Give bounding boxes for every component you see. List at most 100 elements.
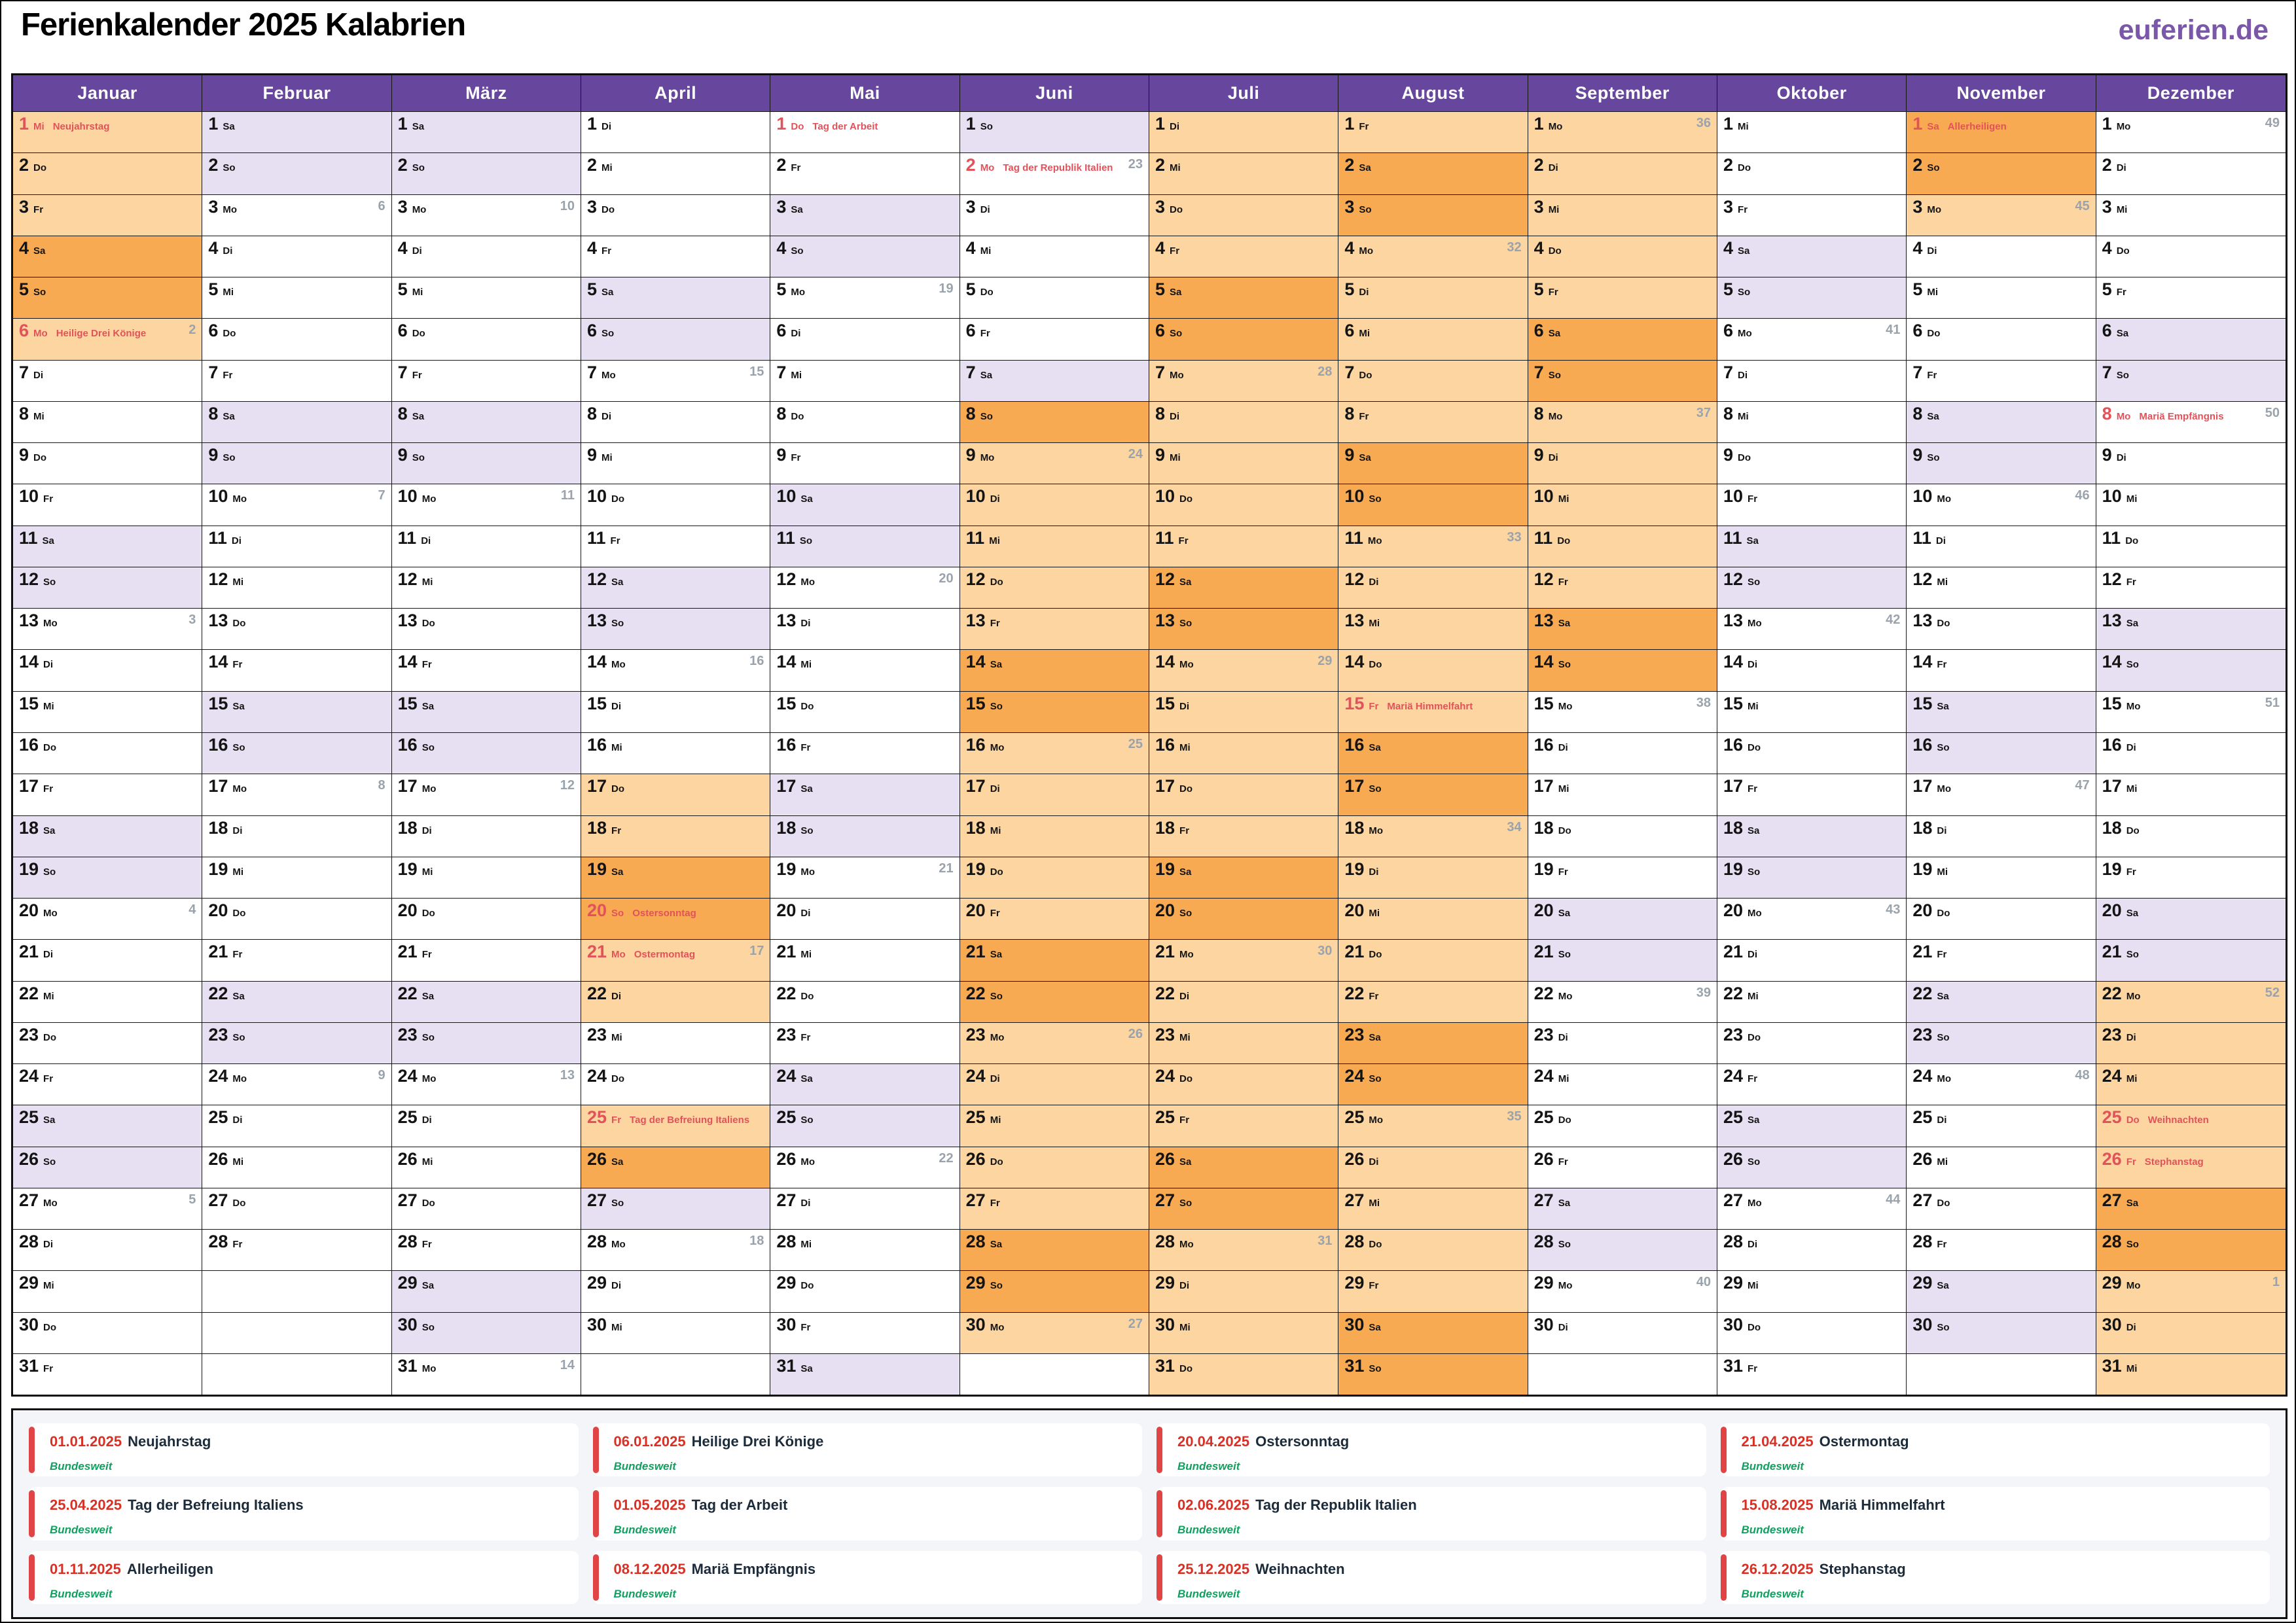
day-cell: 25 Sa <box>1717 1105 1907 1147</box>
day-cell: 7 Fr <box>391 360 581 402</box>
day-cell: 23 Mi <box>1149 1022 1338 1065</box>
day-cell: 15 Di <box>1149 691 1338 733</box>
weekday-abbr: Mi <box>412 287 423 298</box>
day-number: 27 <box>2102 1190 2122 1210</box>
day-number: 11 <box>2102 527 2121 548</box>
weekday-abbr: Sa <box>1748 825 1760 836</box>
weekday-abbr: Do <box>1369 949 1382 961</box>
weekday-abbr: Mi <box>990 1115 1001 1126</box>
weekday-abbr: Do <box>1558 1115 1571 1126</box>
weekday-abbr: Mo <box>990 1321 1005 1333</box>
weekday-abbr: Sa <box>800 783 813 795</box>
weekday-abbr: Mi <box>422 576 433 588</box>
weekday-abbr: Di <box>2126 1321 2136 1333</box>
week-number: 28 <box>1318 364 1333 379</box>
week-number: 34 <box>1507 819 1522 834</box>
day-number: 10 <box>1155 486 1175 507</box>
month-header: Februar <box>202 75 391 112</box>
day-number: 16 <box>965 734 986 755</box>
day-cell: 27 Sa <box>2096 1188 2286 1230</box>
day-number: 28 <box>19 1232 39 1252</box>
legend-holiday-name: Neujahrstag <box>128 1433 211 1450</box>
legend-date: 25.12.2025 <box>1177 1560 1250 1577</box>
day-cell: 23 Mo 26 <box>960 1022 1149 1065</box>
weekday-abbr: Do <box>2126 1115 2140 1126</box>
day-cell: 23 So <box>1907 1022 2096 1065</box>
legend-card: 02.06.2025 Tag der Republik Italien Bundes… <box>1157 1487 1706 1541</box>
day-number: 23 <box>397 1024 418 1044</box>
weekday-abbr: So <box>1558 1239 1571 1251</box>
day-cell: 14 Di <box>1717 650 1907 692</box>
site-logo[interactable]: euferien.de <box>2118 14 2269 46</box>
weekday-abbr: Fr <box>2126 576 2136 588</box>
day-cell: 17 Fr <box>13 774 202 816</box>
day-cell: 16 Sa <box>1338 732 1528 775</box>
legend-card: 25.04.2025 Tag der Befreiung Italiens Bund… <box>29 1487 579 1541</box>
day-number: 16 <box>2102 734 2122 755</box>
day-cell: 4 Fr <box>581 236 770 278</box>
weekday-abbr: Fr <box>1558 576 1568 588</box>
weekday-abbr: Mo <box>990 1031 1005 1043</box>
day-number: 3 <box>1912 196 1923 217</box>
day-cell: 14 So <box>2096 650 2286 692</box>
day-number: 22 <box>2102 983 2122 1003</box>
day-cell: 2 Mi <box>581 153 770 195</box>
weekday-abbr: Mi <box>611 1321 622 1333</box>
legend-scope: Bundesweit <box>613 1524 676 1537</box>
day-cell: 10 Fr <box>13 484 202 526</box>
weekday-abbr: So <box>1748 1156 1761 1168</box>
day-number: 2 <box>1534 155 1544 175</box>
legend-holiday-name: Weihnachten <box>1255 1560 1345 1577</box>
weekday-abbr: Fr <box>1937 1239 1947 1251</box>
day-number: 23 <box>2102 1024 2122 1044</box>
weekday-abbr: Mi <box>2126 493 2138 505</box>
month-column: Oktober 1 Mi 2 Do 3 Fr 4 Sa 5 So 6 Mo 41 7 Di 8 Mi 9 Do 10 Fr… <box>1717 75 1907 1395</box>
weekday-abbr: Sa <box>1179 866 1192 878</box>
weekday-abbr: Fr <box>1179 1115 1190 1126</box>
weekday-abbr: Do <box>1179 783 1193 795</box>
weekday-abbr: Sa <box>232 700 245 712</box>
day-number: 6 <box>1344 321 1355 341</box>
weekday-abbr: So <box>232 741 245 753</box>
legend-date: 21.04.2025 <box>1741 1433 1814 1450</box>
weekday-abbr: Do <box>1937 618 1950 630</box>
day-cell: 7 Sa <box>960 360 1149 402</box>
day-number: 2 <box>776 155 787 175</box>
weekday-abbr: Sa <box>1179 576 1192 588</box>
day-cell: 3 Mi <box>2096 194 2286 236</box>
day-cell: 21 Fr <box>1907 940 2096 982</box>
day-number: 18 <box>1912 817 1933 838</box>
legend-scope: Bundesweit <box>1177 1460 1240 1472</box>
day-cell: 21 So <box>2096 940 2286 982</box>
day-cell: 15 Mo 51 <box>2096 691 2286 733</box>
week-number: 13 <box>560 1068 575 1083</box>
weekday-abbr: Mo <box>422 493 437 505</box>
legend-holiday-name: Ostersonntag <box>1255 1433 1350 1450</box>
weekday-abbr: Do <box>43 1321 57 1333</box>
day-number: 20 <box>2102 901 2122 921</box>
weekday-abbr: Do <box>791 410 804 422</box>
day-cell: 13 Do <box>391 609 581 651</box>
day-number: 18 <box>587 817 607 838</box>
day-cell: 30 Do <box>1717 1312 1907 1354</box>
day-cell: 27 So <box>581 1188 770 1230</box>
day-number: 11 <box>587 527 606 548</box>
week-number: 50 <box>2265 405 2280 420</box>
weekday-abbr: Do <box>1738 162 1751 174</box>
day-number: 2 <box>1912 155 1923 175</box>
day-number: 26 <box>1534 1149 1554 1169</box>
day-number: 11 <box>397 527 417 548</box>
weekday-abbr: Di <box>2116 162 2126 174</box>
day-cell: 18 Mi <box>960 815 1149 857</box>
day-cell: 6 So <box>1149 319 1338 361</box>
week-number: 16 <box>749 654 764 669</box>
week-number: 43 <box>1886 902 1901 918</box>
day-cell: 2 Fr <box>770 153 960 195</box>
day-number: 9 <box>1912 445 1923 465</box>
day-cell: 22 Sa <box>391 981 581 1023</box>
day-cell: 3 Do <box>581 194 770 236</box>
week-number: 9 <box>378 1068 386 1083</box>
day-cell: 2 Di <box>2096 153 2286 195</box>
weekday-abbr: Di <box>422 825 432 836</box>
day-cell: 8 So <box>960 401 1149 444</box>
